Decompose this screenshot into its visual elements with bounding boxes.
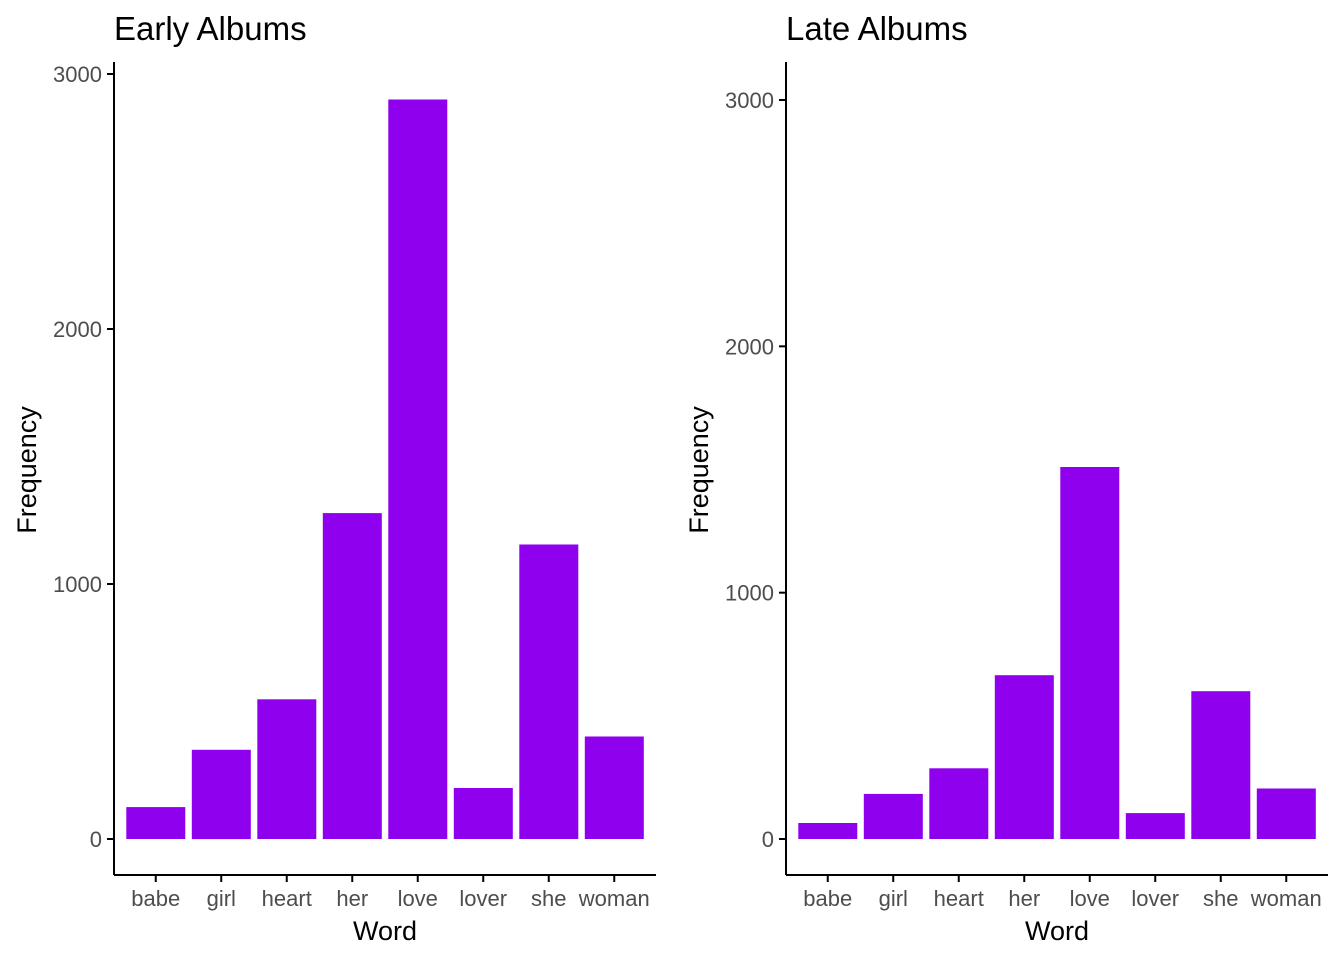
panel-title: Early Albums [114, 10, 307, 47]
x-axis-title: Word [353, 916, 417, 946]
bar-lover [453, 788, 513, 839]
bars [126, 99, 644, 840]
y-tick-label: 1000 [53, 572, 102, 597]
y-ticks: 0 1000 2000 3000 [725, 88, 786, 852]
bar-girl [863, 793, 923, 839]
y-tick-label: 2000 [53, 317, 102, 342]
bar-she [1191, 691, 1251, 839]
x-ticks: babe girl heart her love lover she woman [803, 875, 1322, 911]
x-tick-label: girl [207, 886, 236, 911]
x-tick-label: girl [879, 886, 908, 911]
panel-early: Early Albums Frequency Word 0 1000 2000 300… [12, 10, 656, 946]
y-ticks: 0 1000 2000 3000 [53, 62, 114, 852]
x-tick-label: heart [262, 886, 312, 911]
y-axis-title: Frequency [684, 406, 714, 534]
panel-late: Late Albums Frequency Word 0 1000 2000 3000… [684, 10, 1328, 946]
y-axis-title: Frequency [12, 406, 42, 534]
x-tick-label: lover [459, 886, 507, 911]
bar-woman [1256, 788, 1316, 839]
x-tick-label: woman [578, 886, 650, 911]
x-tick-label: her [1008, 886, 1040, 911]
bar-her [322, 513, 382, 839]
x-tick-label: love [398, 886, 438, 911]
bar-babe [126, 807, 186, 839]
x-tick-label: she [1203, 886, 1238, 911]
bar-heart [257, 699, 317, 839]
bar-lover [1125, 813, 1185, 839]
y-tick-label: 0 [90, 827, 102, 852]
y-tick-label: 3000 [53, 62, 102, 87]
x-tick-label: woman [1250, 886, 1322, 911]
bar-heart [929, 768, 989, 839]
bar-her [994, 675, 1054, 839]
x-tick-label: heart [934, 886, 984, 911]
x-tick-label: lover [1131, 886, 1179, 911]
x-tick-label: babe [803, 886, 852, 911]
bar-she [519, 544, 579, 839]
bar-woman [584, 736, 644, 839]
bar-love [1060, 467, 1120, 839]
x-tick-label: her [336, 886, 368, 911]
bars [798, 467, 1316, 839]
bar-love [388, 99, 448, 839]
x-ticks: babe girl heart her love lover she woman [131, 875, 650, 911]
panel-title: Late Albums [786, 10, 968, 47]
y-tick-label: 1000 [725, 581, 774, 606]
x-axis-title: Word [1025, 916, 1089, 946]
y-tick-label: 2000 [725, 334, 774, 359]
bar-girl [191, 749, 251, 840]
x-tick-label: babe [131, 886, 180, 911]
x-tick-label: she [531, 886, 566, 911]
y-tick-label: 0 [762, 827, 774, 852]
y-tick-label: 3000 [725, 88, 774, 113]
x-tick-label: love [1070, 886, 1110, 911]
bar-babe [798, 823, 858, 839]
